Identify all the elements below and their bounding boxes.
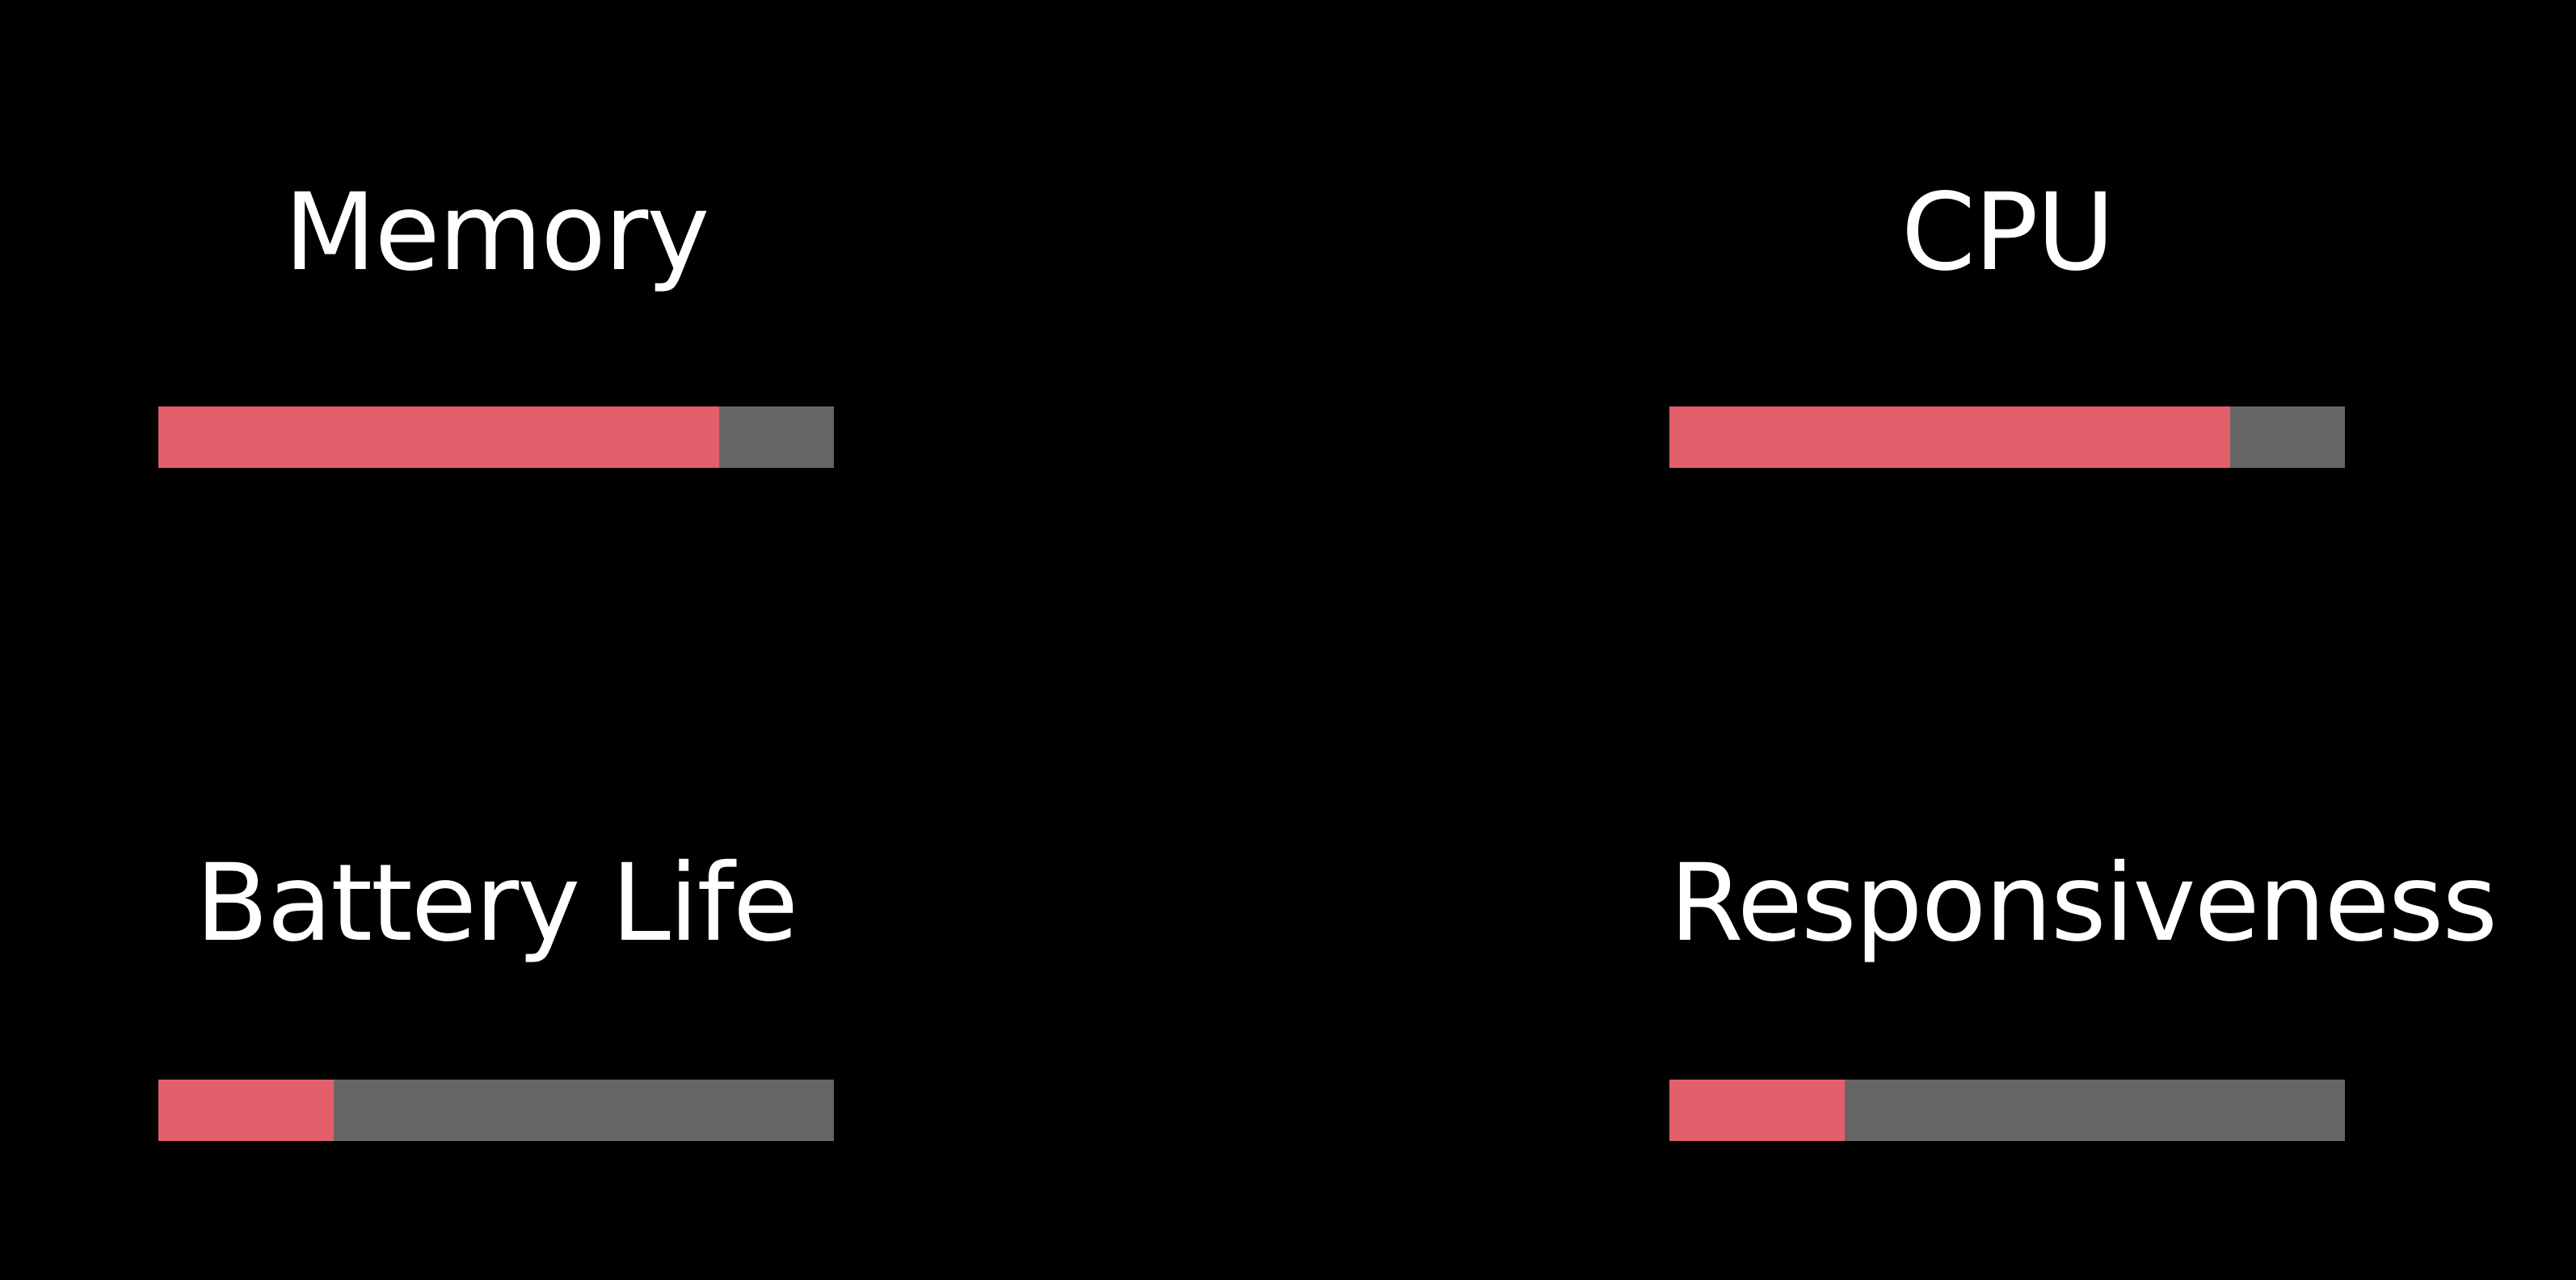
cpu-bar-fill — [1669, 406, 2230, 468]
battery-life-bar — [158, 1080, 834, 1141]
responsiveness-title: Responsiveness — [1669, 841, 2498, 966]
memory-bar-fill — [158, 406, 719, 468]
battery-life-bar-fill — [158, 1080, 335, 1141]
battery-life-title: Battery Life — [195, 841, 798, 966]
cpu-title: CPU — [1900, 171, 2115, 295]
cpu-bar — [1669, 406, 2345, 468]
responsiveness-bar — [1669, 1080, 2345, 1141]
memory-bar — [158, 406, 834, 468]
memory-title: Memory — [284, 171, 710, 295]
responsiveness-bar-fill — [1669, 1080, 1846, 1141]
